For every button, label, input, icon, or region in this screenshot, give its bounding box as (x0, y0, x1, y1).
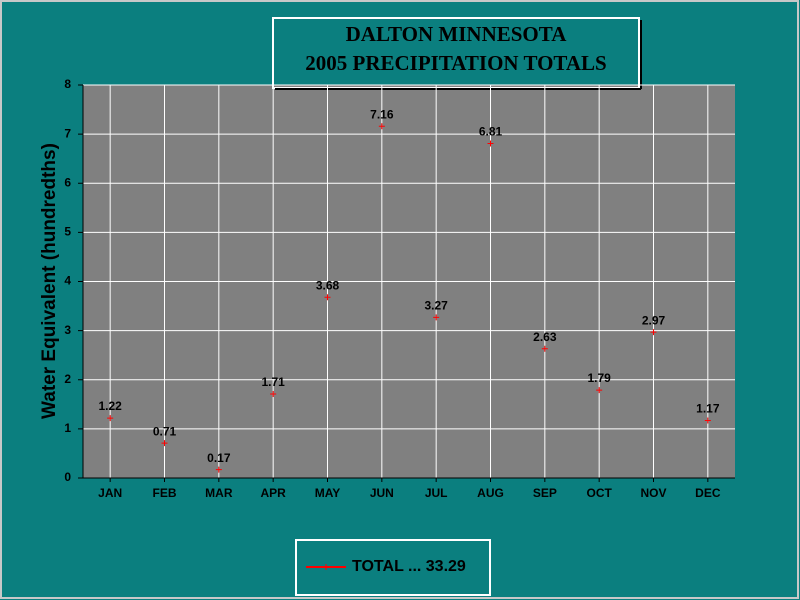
legend-marker (323, 564, 329, 570)
x-tick-label: MAR (205, 486, 233, 500)
data-label: 1.71 (261, 375, 285, 389)
y-tick-label: 3 (64, 323, 71, 337)
x-tick-label: AUG (477, 486, 504, 500)
data-label: 1.79 (587, 371, 611, 385)
data-label: 3.68 (316, 278, 340, 292)
data-point (650, 329, 657, 336)
data-label: 0.17 (207, 451, 231, 465)
data-label: 7.16 (370, 107, 394, 121)
data-label: 2.97 (642, 313, 666, 327)
data-point (215, 466, 222, 473)
data-label: 3.27 (424, 299, 448, 313)
data-label: 6.81 (479, 125, 503, 139)
x-tick-label: JUL (425, 486, 448, 500)
data-point (270, 390, 277, 397)
chart-title: DALTON MINNESOTA (346, 22, 568, 46)
y-tick-label: 1 (64, 421, 71, 435)
data-label: 1.17 (696, 402, 720, 416)
data-point (704, 417, 711, 424)
data-label: 0.71 (153, 424, 177, 438)
data-point (378, 123, 385, 130)
x-tick-label: JUN (370, 486, 394, 500)
x-tick-label: SEP (533, 486, 557, 500)
y-tick-label: 5 (64, 225, 71, 239)
data-point (487, 140, 494, 147)
x-tick-label: NOV (640, 486, 666, 500)
data-point (433, 314, 440, 321)
y-tick-label: 7 (64, 126, 71, 140)
x-tick-label: DEC (695, 486, 721, 500)
data-point (107, 415, 114, 422)
x-tick-label: JAN (98, 486, 122, 500)
x-tick-label: APR (260, 486, 286, 500)
x-tick-label: MAY (315, 486, 341, 500)
data-label: 1.22 (98, 399, 122, 413)
y-tick-label: 4 (64, 274, 71, 288)
x-tick-label: FEB (153, 486, 177, 500)
y-tick-label: 6 (64, 175, 71, 189)
legend-box (295, 539, 491, 596)
x-tick-label: OCT (586, 486, 612, 500)
y-tick-label: 8 (64, 77, 71, 91)
data-point (541, 345, 548, 352)
data-point (596, 387, 603, 394)
chart-title: 2005 PRECIPITATION TOTALS (305, 51, 606, 75)
y-tick-label: 2 (64, 372, 71, 386)
y-tick-label: 0 (64, 470, 71, 484)
data-point (161, 440, 168, 447)
y-axis-label: Water Equivalent (hundredths) (39, 143, 60, 419)
data-point (324, 294, 331, 301)
legend-label: TOTAL ... 33.29 (352, 558, 466, 575)
data-label: 2.63 (533, 330, 557, 344)
